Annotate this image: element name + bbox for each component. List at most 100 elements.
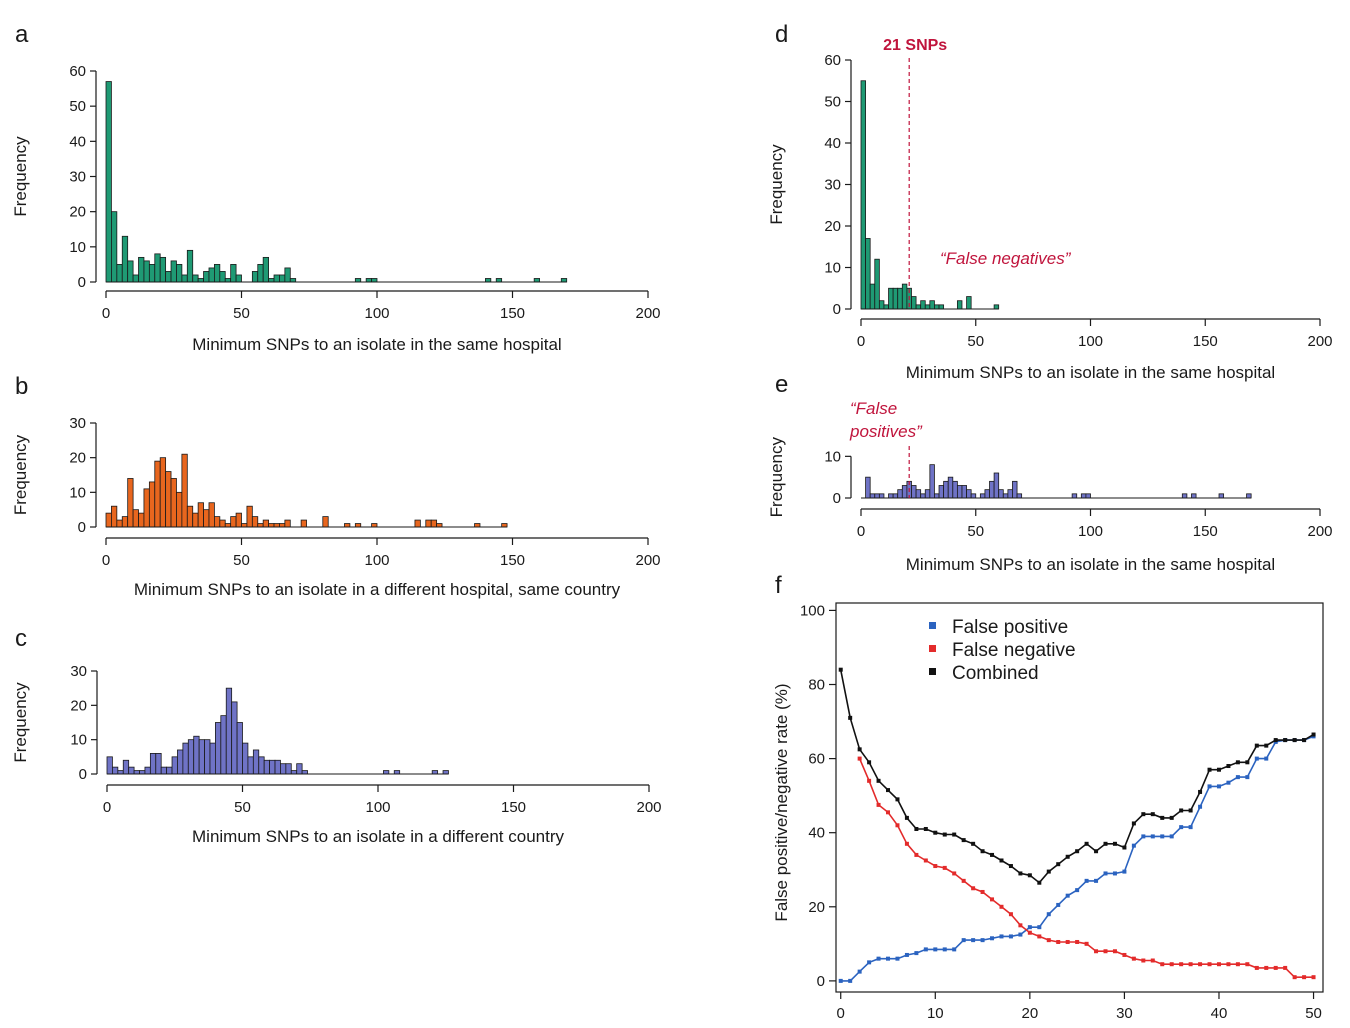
bar-a-18: [203, 271, 210, 283]
legend-label-false-negative: False negative: [952, 640, 1076, 661]
bar-e-32: [1071, 493, 1078, 499]
bar-c-38: [393, 770, 401, 775]
bar-a-38: [533, 278, 540, 283]
bar-c-31: [274, 759, 281, 775]
point-false-negative-44: [1254, 965, 1259, 970]
panel-d-histogram: d 0 10 20 30 40 50 60 0 50 100 150 200 Minimum SNPs t…: [767, 21, 1333, 382]
bar-d-13: [920, 300, 926, 310]
point-false-negative-23: [1056, 939, 1061, 944]
point-false-negative-6: [895, 823, 900, 828]
bar-a-1: [111, 211, 118, 283]
bar-e-27: [998, 489, 1004, 499]
threshold-label: 21 SNPs: [883, 37, 947, 54]
x-tick-label-f-3: 30: [1116, 1005, 1133, 1022]
bar-a-16: [192, 274, 199, 283]
bar-c-12: [171, 756, 178, 775]
point-false-negative-37: [1188, 962, 1193, 967]
bar-c-18: [204, 739, 211, 775]
bar-e-5: [892, 493, 899, 499]
bar-a-11: [165, 271, 172, 283]
x-tick-label-a-1: 50: [233, 305, 250, 322]
point-combined-13: [961, 838, 966, 843]
point-false-positive-26: [1084, 878, 1089, 883]
bar-b-17: [197, 502, 204, 528]
bar-a-27: [262, 256, 269, 283]
y-tick-label-c-3: 30: [70, 663, 87, 680]
x-tick-label-a-2: 100: [364, 305, 389, 322]
bar-a-26: [257, 264, 264, 283]
bar-e-30: [1012, 480, 1018, 499]
bar-b-39: [414, 519, 421, 528]
bar-e-0: [865, 476, 871, 499]
point-combined-33: [1150, 812, 1155, 817]
bar-b-8: [148, 481, 156, 528]
y-tick-label-d-5: 50: [824, 94, 841, 111]
y-tick-label-e-1: 10: [824, 448, 841, 465]
x-tick-label-e-0: 0: [857, 523, 865, 540]
x-tick-label-b-4: 200: [635, 552, 660, 569]
point-false-positive-33: [1150, 834, 1155, 839]
bar-e-23: [979, 493, 986, 499]
x-tick-label-c-0: 0: [103, 799, 111, 816]
y-tick-label-f-2: 40: [808, 825, 825, 842]
bar-e-12: [924, 489, 931, 499]
bar-e-20: [961, 485, 967, 499]
y-tick-label-f-5: 100: [800, 602, 825, 619]
y-tick-label-a-1: 10: [69, 239, 86, 256]
panel-letter-b: b: [15, 373, 28, 400]
point-false-negative-8: [914, 852, 919, 857]
point-false-negative-36: [1179, 962, 1184, 967]
bar-e-3: [878, 493, 885, 499]
bar-a-24: [235, 274, 242, 283]
bar-a-6: [138, 256, 145, 283]
point-false-positive-42: [1235, 775, 1240, 780]
bar-c-14: [182, 742, 189, 775]
bar-d-8: [897, 287, 903, 310]
bar-e-37: [1218, 493, 1225, 499]
point-combined-48: [1292, 738, 1297, 743]
point-combined-27: [1094, 849, 1099, 854]
point-combined-39: [1207, 767, 1212, 772]
y-tick-label-f-3: 60: [808, 751, 825, 768]
x-axis-label-d: Minimum SNPs to an isolate in the same h…: [906, 363, 1275, 382]
bar-b-10: [159, 457, 167, 528]
point-false-negative-48: [1292, 975, 1297, 980]
bar-a-0: [105, 81, 112, 283]
point-false-negative-50: [1311, 975, 1316, 980]
bar-c-13: [177, 749, 184, 775]
point-false-positive-32: [1141, 834, 1146, 839]
bar-b-36: [344, 523, 351, 528]
bar-c-34: [290, 770, 298, 775]
bar-c-27: [252, 749, 260, 775]
legend-swatch-false-negative: [929, 645, 936, 652]
bar-e-26: [993, 472, 1000, 499]
bar-d-3: [874, 258, 880, 310]
bar-b-44: [501, 523, 508, 528]
point-false-negative-35: [1169, 962, 1174, 967]
panel-b-histogram: b 0 10 20 30 0 50 100 150 200 Minimum SNPs to an i…: [11, 373, 661, 599]
bar-b-21: [219, 519, 226, 528]
bar-d-12: [915, 304, 922, 310]
point-combined-19: [1018, 871, 1023, 876]
point-combined-6: [895, 797, 900, 802]
x-tick-label-d-4: 200: [1307, 333, 1332, 350]
point-combined-44: [1254, 743, 1259, 748]
point-combined-36: [1179, 808, 1184, 813]
bar-a-3: [121, 235, 129, 283]
bar-a-37: [495, 278, 503, 283]
panel-c-histogram: c 0 10 20 30 0 50 100 150 200 Minimum SNPs to an i…: [11, 625, 662, 846]
bar-c-40: [442, 770, 449, 775]
point-false-negative-12: [952, 871, 957, 876]
point-false-negative-33: [1150, 958, 1155, 963]
point-false-positive-31: [1131, 843, 1136, 848]
point-false-positive-43: [1245, 775, 1250, 780]
point-combined-30: [1122, 845, 1127, 850]
point-combined-25: [1075, 849, 1080, 854]
bar-d-16: [934, 304, 940, 310]
point-false-negative-24: [1065, 939, 1070, 944]
point-false-positive-9: [923, 947, 928, 952]
y-tick-label-e-0: 0: [833, 490, 841, 507]
x-tick-label-f-2: 20: [1022, 1005, 1039, 1022]
point-false-negative-20: [1027, 930, 1032, 935]
y-axis-label-e: Frequency: [767, 437, 786, 518]
